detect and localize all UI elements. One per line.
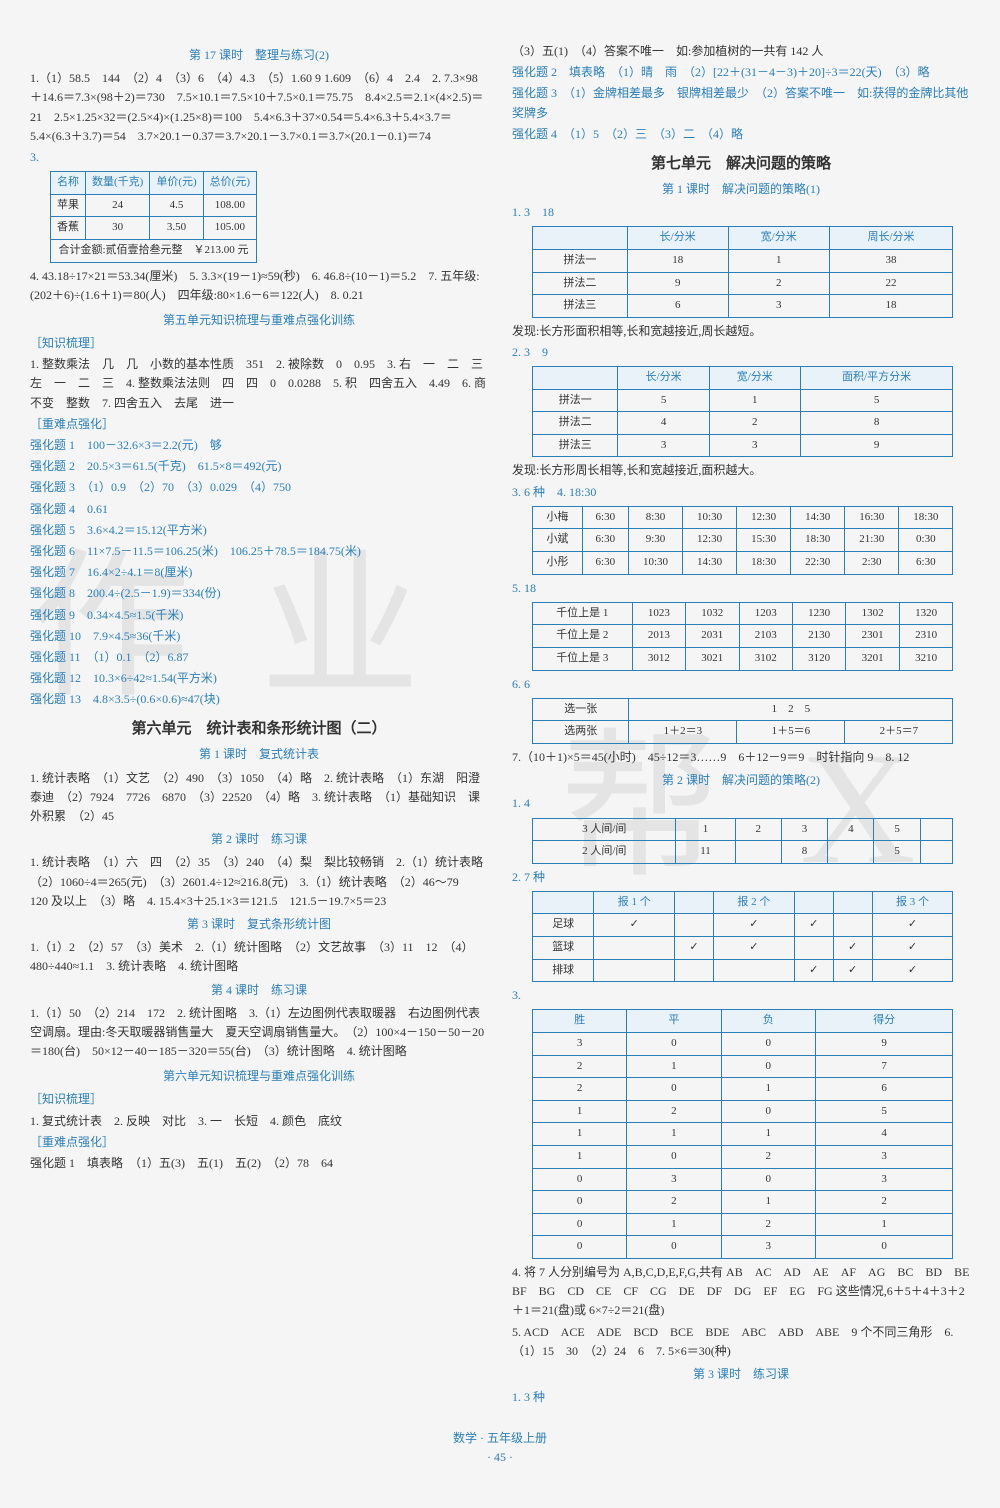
text: 1. 统计表略 （1）六 四 （2）35 （3）240 （4）梨 梨比较畅销 2… — [30, 853, 488, 911]
text: 1.（1）2 （2）57 （3）美术 2.（1）统计图略 （2）文艺故事 （3）… — [30, 938, 488, 976]
text: 4. 43.18÷17×21＝53.34(厘米) 5. 3.3×(19－1)≈5… — [30, 267, 488, 305]
text: 3. — [30, 148, 488, 167]
unit6-title: 第六单元 统计表和条形统计图（二） — [30, 717, 488, 741]
unit7-title: 第七单元 解决问题的策略 — [512, 152, 970, 176]
q-item: 强化题 5 3.6×4.2＝15.12(平方米) — [30, 521, 488, 540]
text: 1. 4 — [512, 794, 970, 813]
lesson-17-title: 第 17 课时 整理与练习(2) — [30, 46, 488, 65]
footer: 数学 · 五年级上册 · 45 · — [30, 1429, 970, 1467]
table-7c: 小梅6:308:3010:3012:3014:3016:3018:30 小斌6:… — [532, 506, 953, 575]
text: （3）五(1) （4）答案不唯一 如:参加植树的一共有 142 人 — [512, 42, 970, 61]
left-column: 第 17 课时 整理与练习(2) 1.（1）58.5 144 （2）4 （3）6… — [30, 40, 488, 1409]
table-7h: 胜平负得分 3009 2107 2016 1205 1114 1023 0303… — [532, 1009, 953, 1259]
text: 6. 6 — [512, 675, 970, 694]
lesson-title: 第 3 课时 练习课 — [512, 1365, 970, 1384]
q-item: 强化题 4 0.61 — [30, 500, 488, 519]
subhead: ［重难点强化］ — [30, 415, 488, 434]
q-item: 强化题 7 16.4×2÷4.1＝8(厘米) — [30, 563, 488, 582]
page-number: · 45 · — [487, 1450, 513, 1464]
text: 5. 18 — [512, 579, 970, 598]
unit6-review-title: 第六单元知识梳理与重难点强化训练 — [30, 1067, 488, 1086]
table-7d: 千位上是 1102310321203123013021320 千位上是 2201… — [532, 602, 953, 671]
lesson-title: 第 2 课时 练习课 — [30, 830, 488, 849]
subhead: ［知识梳理］ — [30, 334, 488, 353]
q-item: 强化题 8 200.4÷(2.5－1.9)＝334(份) — [30, 584, 488, 603]
text: 1. 3 种 — [512, 1388, 970, 1407]
text: 发现:长方形面积相等,长和宽越接近,周长越短。 — [512, 322, 970, 341]
lesson-title: 第 2 课时 解决问题的策略(2) — [512, 771, 970, 790]
text: 2. 7 种 — [512, 868, 970, 887]
q-item: 强化题 1 100－32.6×3＝2.2(元) 够 — [30, 436, 488, 455]
lesson-title: 第 3 课时 复式条形统计图 — [30, 915, 488, 934]
text: 3. — [512, 986, 970, 1005]
text: 4. 将 7 人分别编号为 A,B,C,D,E,F,G,共有 AB AC AD … — [512, 1263, 970, 1321]
table-7g: 报 1 个报 2 个报 3 个 足球✓✓✓✓ 篮球✓✓✓✓ 排球✓✓✓ — [532, 891, 953, 982]
q-item: 强化题 4 （1）5 （2）三 （3）二 （4）略 — [512, 125, 970, 144]
text: 1. 复式统计表 2. 反映 对比 3. 一 长短 4. 颜色 底纹 — [30, 1112, 488, 1131]
text: 1. 3 18 — [512, 203, 970, 222]
table-7a: 长/分米宽/分米周长/分米 拼法一18138 拼法二9222 拼法三6318 — [532, 226, 953, 317]
table-7f: 3 人间/间12345 2 人间/间1185 — [532, 818, 953, 864]
q-item: 强化题 13 4.8×3.5÷(0.6×0.6)≈47(块) — [30, 690, 488, 709]
text: 1.（1）58.5 144 （2）4 （3）6 （4）4.3 （5）1.60 9… — [30, 69, 488, 146]
q-item: 强化题 2 20.5×3＝61.5(千克) 61.5×8＝492(元) — [30, 457, 488, 476]
text: 7.（10＋1)×5＝45(小时) 45÷12＝3……9 6＋12－9＝9 时针… — [512, 748, 970, 767]
fruit-price-table: 名称 数量(千克) 单价(元) 总价(元) 苹果244.5108.00 香蕉30… — [50, 171, 257, 262]
footer-text: 数学 · 五年级上册 — [453, 1431, 547, 1445]
text: 1. 统计表略 （1）文艺 （2）490 （3）1050 （4）略 2. 统计表… — [30, 769, 488, 827]
q-item: 强化题 9 0.34×4.5≈1.5(千米) — [30, 606, 488, 625]
subhead: ［重难点强化］ — [30, 1133, 488, 1152]
q-item: 强化题 2 填表略 （1）晴 雨 （2）[22＋(31－4－3)＋20]÷3＝2… — [512, 63, 970, 82]
lesson-title: 第 1 课时 解决问题的策略(1) — [512, 180, 970, 199]
text: 强化题 1 填表略 （1）五(3) 五(1) 五(2) （2）78 64 — [30, 1154, 488, 1173]
q-item: 强化题 11 （1）0.1 （2）6.87 — [30, 648, 488, 667]
q-item: 强化题 3 （1）0.9 （2）70 （3）0.029 （4）750 — [30, 478, 488, 497]
q-item: 强化题 12 10.3×6÷42≈1.54(平方米) — [30, 669, 488, 688]
text: 2. 3 9 — [512, 343, 970, 362]
text: 发现:长方形周长相等,长和宽越接近,面积越大。 — [512, 461, 970, 480]
table-7b: 长/分米宽/分米面积/平方分米 拼法一515 拼法二428 拼法三339 — [532, 366, 953, 457]
right-column: （3）五(1) （4）答案不唯一 如:参加植树的一共有 142 人 强化题 2 … — [512, 40, 970, 1409]
q-item: 强化题 3 （1）金牌相差最多 银牌相差最少 （2）答案不唯一 如:获得的金牌比… — [512, 84, 970, 122]
lesson-title: 第 1 课时 复式统计表 — [30, 745, 488, 764]
lesson-title: 第 4 课时 练习课 — [30, 981, 488, 1000]
text: 3. 6 种 4. 18:30 — [512, 483, 970, 502]
subhead: ［知识梳理］ — [30, 1090, 488, 1109]
unit5-title: 第五单元知识梳理与重难点强化训练 — [30, 311, 488, 330]
q-item: 强化题 10 7.9×4.5≈36(千米) — [30, 627, 488, 646]
table-7e: 选一张1 2 5 选两张1＋2＝31＋5＝62＋5＝7 — [532, 698, 953, 744]
text: 1.（1）50 （2）214 172 2. 统计图略 3.（1）左边图例代表取暖… — [30, 1004, 488, 1062]
text: 5. ACD ACE ADE BCD BCE BDE ABC ABD ABE 9… — [512, 1323, 970, 1361]
text: 1. 整数乘法 几 几 小数的基本性质 351 2. 被除数 0 0.95 3.… — [30, 355, 488, 413]
q-item: 强化题 6 11×7.5－11.5＝106.25(米) 106.25＋78.5＝… — [30, 542, 488, 561]
